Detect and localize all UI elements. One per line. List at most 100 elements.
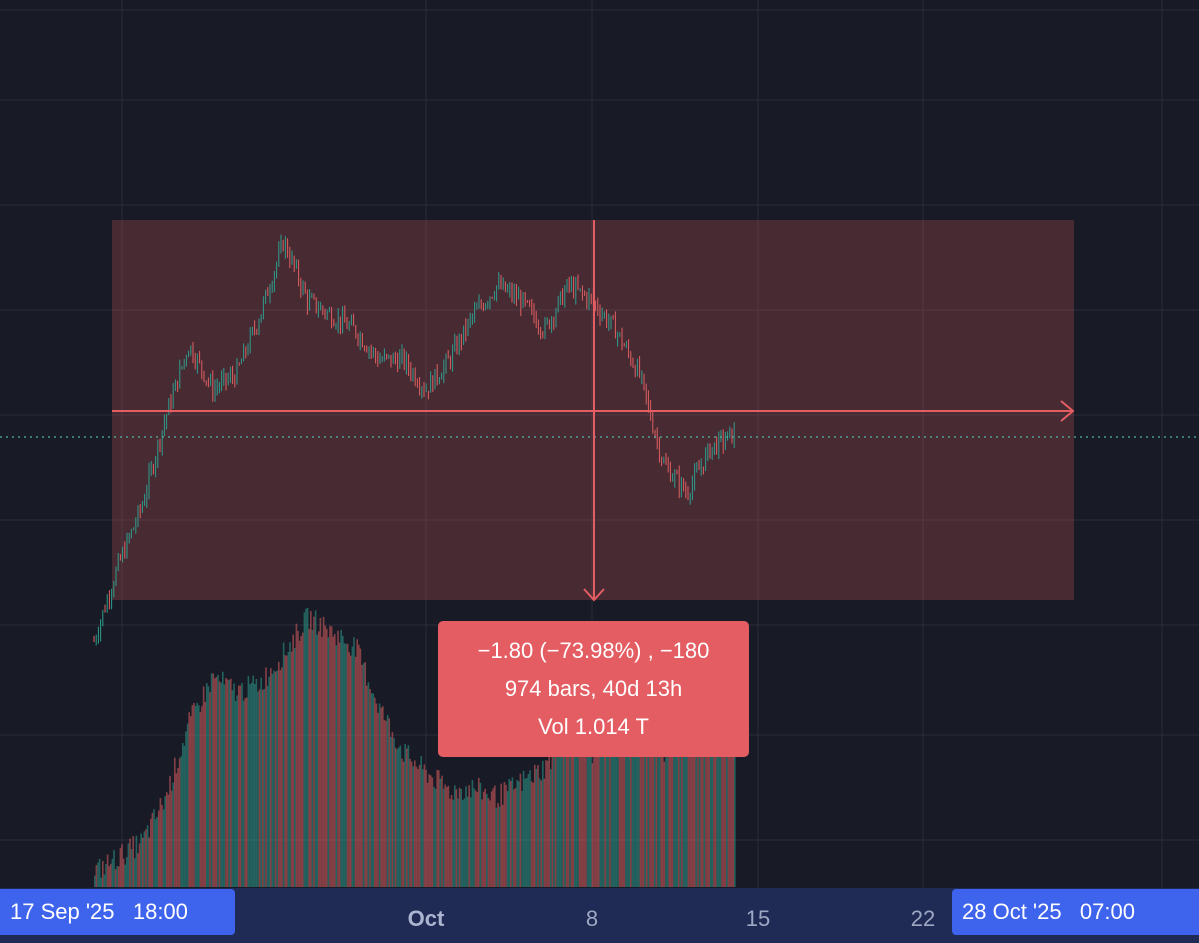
volume-bar-60	[190, 716, 192, 887]
volume-bar-286	[551, 756, 554, 887]
volume-bar-135	[310, 611, 312, 887]
volume-bar-184	[388, 718, 390, 887]
volume-bar-224	[452, 799, 454, 887]
volume-bar-364	[676, 751, 678, 887]
volume-bar-215	[438, 770, 440, 887]
volume-bar-231	[463, 798, 466, 887]
volume-bar-139	[316, 634, 318, 887]
volume-bar-376	[695, 716, 698, 887]
time-axis-tick-8: 8	[585, 906, 599, 931]
volume-bar-275	[534, 764, 536, 887]
volume-bar-366	[679, 741, 682, 887]
volume-bar-232	[465, 786, 467, 887]
volume-bar-87	[233, 683, 235, 887]
volume-bar-244	[484, 788, 486, 887]
volume-bar-315	[598, 746, 600, 887]
volume-bar-19	[124, 864, 126, 887]
volume-bar-188	[394, 747, 397, 887]
volume-bar-58	[186, 723, 189, 887]
volume-bar-134	[308, 628, 310, 887]
volume-bar-105	[262, 689, 264, 887]
measure-vertical-arrowhead	[583, 588, 605, 602]
volume-bar-125	[294, 647, 296, 887]
volume-bar-5	[102, 861, 104, 887]
volume-bar-73	[210, 673, 213, 887]
volume-bar-203	[418, 764, 421, 887]
volume-bar-353	[658, 752, 661, 887]
volume-bar-325	[614, 711, 616, 887]
volume-bar-279	[540, 780, 542, 887]
volume-bar-273	[530, 781, 533, 887]
volume-bar-330	[622, 718, 624, 887]
volume-bar-7	[105, 864, 107, 887]
volume-bar-181	[383, 720, 386, 887]
volume-bar-340	[638, 720, 640, 887]
volume-bar-249	[492, 788, 494, 887]
volume-bar-306	[583, 756, 586, 887]
volume-bar-254	[500, 783, 502, 887]
volume-bar-292	[561, 757, 563, 887]
volume-bar-32	[145, 829, 147, 887]
volume-bar-348	[650, 748, 653, 887]
volume-bar-127	[297, 630, 299, 887]
volume-bar-71	[207, 686, 210, 887]
volume-bar-222	[449, 798, 451, 887]
volume-bar-363	[674, 747, 677, 887]
volume-bar-262	[513, 789, 515, 887]
volume-bar-400	[734, 712, 736, 887]
volume-bar-284	[548, 755, 550, 887]
volume-bar-74	[212, 673, 214, 887]
volume-bar-161	[351, 646, 354, 887]
time-axis-tick-22: 22	[910, 906, 936, 931]
volume-bar-46	[167, 794, 170, 887]
volume-bar-20	[126, 857, 128, 887]
volume-bar-64	[196, 702, 198, 887]
volume-bar-256	[503, 781, 506, 887]
volume-bar-242	[481, 799, 483, 887]
volume-bar-29	[140, 833, 142, 887]
volume-bar-128	[298, 640, 301, 887]
volume-bar-322	[609, 710, 611, 887]
volume-bar-339	[636, 729, 638, 887]
volume-bar-379	[700, 723, 702, 887]
volume-bar-22	[129, 838, 131, 887]
volume-bar-26	[135, 835, 138, 887]
volume-bar-194	[404, 744, 406, 887]
volume-bar-328	[618, 702, 621, 887]
volume-bar-388	[714, 704, 717, 887]
volume-bar-382	[705, 711, 707, 887]
volume-bar-270	[526, 777, 528, 887]
volume-bar-132	[305, 608, 307, 887]
volume-bar-10	[110, 863, 112, 887]
volume-bar-252	[497, 802, 499, 887]
volume-bar-75	[214, 678, 216, 887]
volume-bar-380	[702, 712, 704, 887]
volume-bar-40	[158, 810, 160, 887]
volume-bar-193	[402, 761, 405, 887]
volume-bar-94	[244, 698, 246, 887]
volume-bar-285	[550, 769, 552, 887]
volume-bar-266	[519, 773, 522, 887]
volume-bar-377	[697, 717, 699, 887]
volume-bar-391	[719, 694, 722, 887]
volume-bar-34	[148, 837, 150, 887]
volume-bar-50	[174, 757, 176, 887]
volume-bar-307	[585, 739, 587, 887]
volume-bar-236	[471, 780, 474, 887]
volume-bar-56	[183, 745, 186, 887]
volume-bar-302	[577, 746, 579, 887]
volume-bar-300	[574, 741, 576, 887]
volume-bar-316	[599, 733, 602, 887]
volume-bar-272	[529, 770, 531, 887]
measure-change-text: −1.80 (−73.98%) , −180	[477, 638, 710, 663]
volume-bar-323	[610, 725, 613, 887]
volume-bar-396	[727, 713, 730, 887]
volume-bar-189	[396, 749, 398, 887]
volume-bar-268	[522, 770, 525, 887]
volume-bar-237	[473, 788, 475, 887]
volume-bar-276	[535, 768, 538, 887]
volume-bar-86	[231, 690, 234, 887]
volume-bar-116	[279, 670, 282, 887]
volume-bar-350	[654, 746, 656, 887]
